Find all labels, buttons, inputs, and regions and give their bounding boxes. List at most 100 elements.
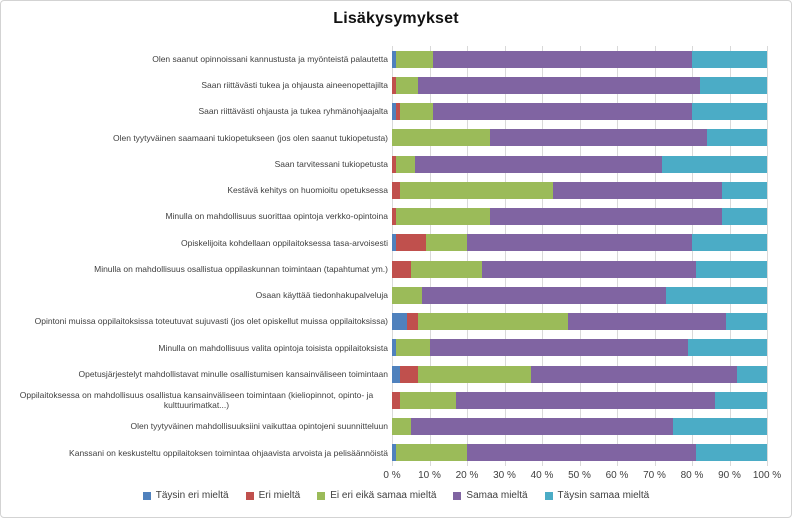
- category-label-row: Oppilaitoksessa on mahdollisuus osallist…: [5, 387, 388, 413]
- category-label: Olen saanut opinnoissani kannustusta ja …: [152, 53, 388, 64]
- bar-row: [392, 46, 767, 72]
- bar-segment-ei-eri-eik-samaa-mielt-: [399, 181, 554, 199]
- bar-row: [392, 256, 767, 282]
- category-label-row: Opintoni muissa oppilaitoksissa toteutuv…: [5, 309, 388, 335]
- bar-segment-t-ysin-samaa-mielt-: [695, 444, 767, 462]
- bar-row: [392, 204, 767, 230]
- category-label-row: Minulla on mahdollisuus suorittaa opinto…: [5, 204, 388, 230]
- stacked-bar: [392, 103, 767, 121]
- bar-row: [392, 99, 767, 125]
- bar-segment-t-ysin-samaa-mielt-: [692, 50, 767, 68]
- category-label-row: Olen tyytyväinen saamaani tukiopetukseen…: [5, 125, 388, 151]
- bar-segment-ei-eri-eik-samaa-mielt-: [418, 313, 569, 331]
- stacked-bar: [392, 155, 767, 173]
- grid-line: [617, 46, 618, 466]
- stacked-bar: [392, 208, 767, 226]
- bar-segment-samaa-mielt-: [467, 234, 692, 252]
- bar-segment-eri-mielt-: [392, 76, 396, 94]
- category-axis-labels: Olen saanut opinnoissani kannustusta ja …: [5, 46, 388, 466]
- value-axis: 0 % 10 % 20 % 30 % 40 % 50 % 60 % 70 % 80 % 90 % 1…: [383, 470, 781, 484]
- category-label-row: Opiskelijoita kohdellaan oppilaitoksessa…: [5, 230, 388, 256]
- bar-segment-eri-mielt-: [392, 260, 411, 278]
- bar-segment-samaa-mielt-: [455, 391, 715, 409]
- grid-line: [392, 46, 393, 466]
- grid-line: [579, 46, 581, 466]
- value-axis-tick-label: 0 %: [383, 470, 401, 481]
- grid-line: [429, 46, 431, 466]
- stacked-bar: [392, 418, 767, 436]
- legend-item: Ei eri eikä samaa mieltä: [317, 490, 436, 501]
- bar-row: [392, 125, 767, 151]
- legend-swatch: [317, 491, 326, 500]
- bar-row: [392, 151, 767, 177]
- stacked-bar: [392, 260, 767, 278]
- value-axis-tick-label: 50 %: [568, 470, 591, 481]
- bar-segment-ei-eri-eik-samaa-mielt-: [392, 286, 422, 304]
- bar-segment-samaa-mielt-: [410, 418, 674, 436]
- bar-segment-samaa-mielt-: [489, 208, 722, 226]
- bar-row: [392, 282, 767, 308]
- category-label: Minulla on mahdollisuus osallistua oppil…: [94, 263, 388, 274]
- category-label: Osaan käyttää tiedonhakupalveluja: [255, 290, 388, 301]
- category-label: Opintoni muissa oppilaitoksissa toteutuv…: [34, 316, 388, 327]
- category-label: Saan riittävästi ohjausta ja tukea ryhmä…: [198, 106, 388, 117]
- stacked-bar: [392, 234, 767, 252]
- grid-line: [467, 46, 468, 466]
- stacked-bar: [392, 181, 767, 199]
- category-label-row: Kanssani on keskusteltu oppilaitoksen to…: [5, 440, 388, 466]
- grid-line: [654, 46, 656, 466]
- stacked-bar: [392, 391, 767, 409]
- bar-segment-t-ysin-samaa-mielt-: [699, 76, 767, 94]
- category-label-row: Opetusjärjestelyt mahdollistavat minulle…: [5, 361, 388, 387]
- legend-swatch: [453, 491, 462, 500]
- bar-segment-ei-eri-eik-samaa-mielt-: [392, 418, 411, 436]
- category-label: Kanssani on keskusteltu oppilaitoksen to…: [69, 447, 388, 458]
- value-axis-tick-label: 20 %: [455, 470, 479, 481]
- bar-segment-ei-eri-eik-samaa-mielt-: [395, 50, 434, 68]
- bar-segment-t-ysin-samaa-mielt-: [673, 418, 767, 436]
- category-label-row: Minulla on mahdollisuus osallistua oppil…: [5, 256, 388, 282]
- legend-swatch: [142, 491, 151, 500]
- category-label: Minulla on mahdollisuus valita opintoja …: [158, 342, 388, 353]
- legend-swatch: [245, 491, 254, 500]
- stacked-bar: [392, 286, 767, 304]
- bar-segment-eri-mielt-: [392, 208, 396, 226]
- bar-segment-t-ysin-samaa-mielt-: [692, 234, 767, 252]
- grid-line: [767, 46, 768, 466]
- bar-segment-eri-mielt-: [392, 155, 396, 173]
- bar-segment-t-ysin-eri-mielt-: [392, 365, 400, 383]
- category-label: Oppilaitoksessa on mahdollisuus osallist…: [19, 389, 374, 411]
- bar-segment-eri-mielt-: [395, 234, 426, 252]
- bar-segment-eri-mielt-: [407, 313, 419, 331]
- bar-segment-samaa-mielt-: [418, 76, 700, 94]
- bar-segment-t-ysin-eri-mielt-: [392, 234, 396, 252]
- category-label-row: Kestävä kehitys on huomioitu opetuksessa: [5, 177, 388, 203]
- bar-segment-samaa-mielt-: [553, 181, 722, 199]
- stacked-bar: [392, 444, 767, 462]
- legend: Täysin eri mieltä Eri mieltä Ei eri eikä s…: [1, 490, 791, 501]
- legend-item: Täysin eri mieltä: [142, 490, 229, 501]
- bar-segment-t-ysin-eri-mielt-: [392, 50, 396, 68]
- bar-segment-ei-eri-eik-samaa-mielt-: [399, 103, 434, 121]
- value-axis-tick-label: 40 %: [530, 470, 554, 481]
- bar-segment-t-ysin-samaa-mielt-: [737, 365, 767, 383]
- bar-segment-ei-eri-eik-samaa-mielt-: [395, 339, 430, 357]
- bar-row: [392, 335, 767, 361]
- legend-item: Täysin samaa mieltä: [544, 490, 649, 501]
- bar-segment-ei-eri-eik-samaa-mielt-: [392, 129, 490, 147]
- bar-segment-t-ysin-samaa-mielt-: [688, 339, 767, 357]
- category-label-row: Olen tyytyväinen mahdollisuuksiini vaiku…: [5, 414, 388, 440]
- grid-line: [692, 46, 693, 466]
- bar-segment-samaa-mielt-: [467, 444, 696, 462]
- category-label-row: Olen saanut opinnoissani kannustusta ja …: [5, 46, 388, 72]
- stacked-bar: [392, 76, 767, 94]
- value-axis-tick-label: 80 %: [680, 470, 704, 481]
- legend-item: Samaa mieltä: [453, 490, 528, 501]
- plot-area: [392, 46, 768, 466]
- bar-segment-t-ysin-samaa-mielt-: [662, 155, 767, 173]
- category-label-row: Saan riittävästi ohjausta ja tukea ryhmä…: [5, 99, 388, 125]
- bar-segment-ei-eri-eik-samaa-mielt-: [395, 76, 419, 94]
- category-label: Opetusjärjestelyt mahdollistavat minulle…: [78, 368, 388, 379]
- bar-segment-t-ysin-eri-mielt-: [392, 339, 396, 357]
